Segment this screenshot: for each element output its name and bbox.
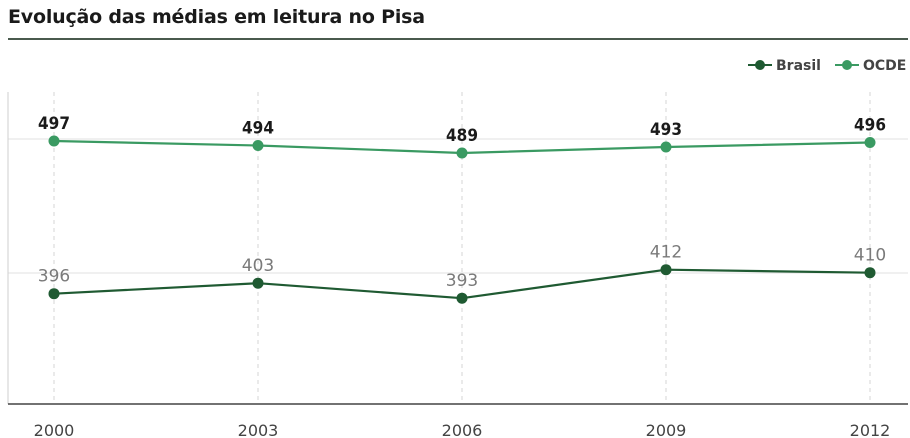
x-tick-label-2012: 2012 [850,421,891,438]
data-point-brasil-2009 [660,264,672,276]
legend-marker-ocde [842,60,852,70]
legend-label-brasil: Brasil [776,58,821,74]
x-tick-label-2000: 2000 [34,421,75,438]
legend-label-ocde: OCDE [863,58,906,74]
data-label-brasil-2003: 403 [242,256,274,276]
data-point-ocde-2000 [48,135,60,147]
data-label-brasil-2006: 393 [446,271,478,291]
x-tick-label-2003: 2003 [238,421,279,438]
data-label-ocde-2009: 493 [650,120,682,140]
data-label-ocde-2006: 489 [446,126,478,146]
data-point-brasil-2006 [456,292,468,304]
data-point-brasil-2012 [864,267,876,279]
data-label-brasil-2000: 396 [38,267,70,287]
data-point-ocde-2006 [456,147,468,159]
data-label-brasil-2009: 412 [650,243,682,263]
data-point-ocde-2012 [864,137,876,148]
data-label-ocde-2012: 496 [854,116,886,136]
title-divider [8,38,908,40]
x-tick-label-2009: 2009 [646,421,687,438]
x-tick-label-2006: 2006 [442,421,483,438]
data-point-brasil-2003 [252,277,264,289]
chart-title: Evolução das médias em leitura no Pisa [8,6,425,28]
data-point-ocde-2009 [660,141,672,153]
legend-marker-brasil [755,60,765,70]
data-point-brasil-2000 [48,288,60,300]
data-label-brasil-2012: 410 [854,246,886,266]
data-label-ocde-2003: 494 [242,119,274,139]
data-point-ocde-2003 [252,140,264,151]
data-label-ocde-2000: 497 [38,114,70,134]
